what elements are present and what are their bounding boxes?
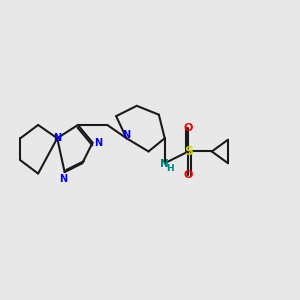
Text: H: H — [166, 164, 173, 173]
Text: N: N — [53, 133, 61, 143]
Text: N: N — [122, 130, 130, 140]
Text: N: N — [59, 174, 67, 184]
Text: O: O — [184, 170, 193, 180]
Text: O: O — [184, 123, 193, 133]
Text: N: N — [160, 159, 169, 169]
Text: N: N — [94, 138, 102, 148]
Text: S: S — [184, 145, 193, 158]
